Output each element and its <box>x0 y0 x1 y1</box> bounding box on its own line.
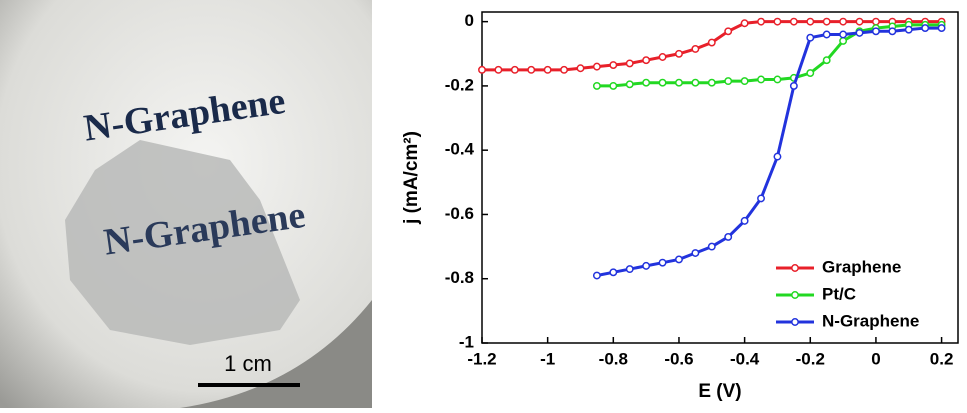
y-tick-label: -0.2 <box>445 75 474 94</box>
point <box>527 65 536 74</box>
point <box>740 19 749 28</box>
point <box>675 49 683 58</box>
film <box>65 140 300 345</box>
point <box>707 38 716 47</box>
point <box>691 249 700 257</box>
y-axis-label: j (mA/cm²) <box>401 131 422 225</box>
x-tick-label: -0.8 <box>599 349 628 368</box>
point <box>757 75 765 84</box>
point <box>921 24 930 33</box>
x-tick-label: -1 <box>540 349 555 368</box>
point <box>707 78 716 87</box>
legend-marker <box>791 291 799 299</box>
point <box>609 61 618 69</box>
x-tick-label: -0.2 <box>796 349 825 368</box>
point <box>871 27 880 36</box>
point <box>675 78 683 87</box>
point <box>773 152 782 161</box>
point <box>855 28 864 37</box>
point <box>822 56 831 65</box>
chart: -1.2 -1 -0.8 -0.6 -0.4 -0.2 0 0.20-0.2-0.4-0.6-… <box>401 11 959 402</box>
y-tick-label: -1 <box>459 332 474 351</box>
y-tick-label: -0.4 <box>445 140 475 159</box>
x-axis-label: E (V) <box>698 381 741 402</box>
point <box>658 53 667 61</box>
point <box>609 81 618 90</box>
y-tick-label: 0 <box>465 11 474 30</box>
point <box>592 81 601 90</box>
x-tick-label: 0.2 <box>930 349 954 368</box>
point <box>937 24 946 33</box>
series-line <box>596 26 942 277</box>
plot-frame <box>481 11 959 344</box>
x-tick-label: 0 <box>871 349 880 368</box>
x-tick-label: -0.6 <box>664 349 693 368</box>
point <box>675 255 683 264</box>
x-tick-label: -0.4 <box>730 349 760 368</box>
point <box>789 17 798 26</box>
point <box>839 30 848 39</box>
x-tick-label: -1.2 <box>467 349 496 368</box>
point <box>904 25 913 34</box>
y-tick-label: -0.6 <box>445 204 474 223</box>
point <box>757 194 765 203</box>
point <box>560 65 569 74</box>
point <box>707 242 716 251</box>
series-line <box>596 23 942 88</box>
point <box>740 77 749 86</box>
point <box>757 17 765 26</box>
y-tick-label: -0.8 <box>445 268 474 287</box>
point <box>642 78 651 87</box>
legend-label: N-Graphene <box>822 311 919 330</box>
point <box>806 69 815 78</box>
point <box>691 45 700 53</box>
point <box>839 17 848 26</box>
point <box>510 65 519 74</box>
legend-label: Graphene <box>822 257 901 276</box>
point <box>724 77 733 86</box>
point <box>642 261 651 270</box>
point <box>625 59 634 68</box>
point <box>724 233 733 241</box>
point <box>773 17 782 26</box>
point <box>806 33 815 42</box>
point <box>691 78 700 87</box>
point <box>871 17 880 26</box>
point <box>888 27 897 36</box>
point <box>789 81 798 90</box>
point <box>592 62 601 71</box>
point <box>625 265 634 274</box>
scale-bar-label: 1 cm <box>224 351 272 376</box>
point <box>658 258 667 267</box>
point <box>576 64 585 73</box>
point <box>658 78 667 87</box>
point <box>592 271 601 280</box>
point <box>822 30 831 39</box>
point <box>839 36 848 45</box>
point <box>625 80 634 89</box>
point <box>543 65 552 74</box>
dish-edge <box>180 300 372 408</box>
point <box>494 65 503 74</box>
legend-label: Pt/C <box>822 284 856 303</box>
point <box>855 17 864 26</box>
point <box>724 27 733 36</box>
point <box>609 268 618 277</box>
legend-marker <box>791 318 799 326</box>
point <box>478 65 486 74</box>
point <box>773 75 782 84</box>
point <box>806 17 815 26</box>
point <box>740 216 749 225</box>
legend-marker <box>791 264 799 272</box>
point <box>822 17 831 26</box>
photo: N-Graphene N-Graphene 1 cm <box>0 0 372 408</box>
point <box>642 56 651 65</box>
